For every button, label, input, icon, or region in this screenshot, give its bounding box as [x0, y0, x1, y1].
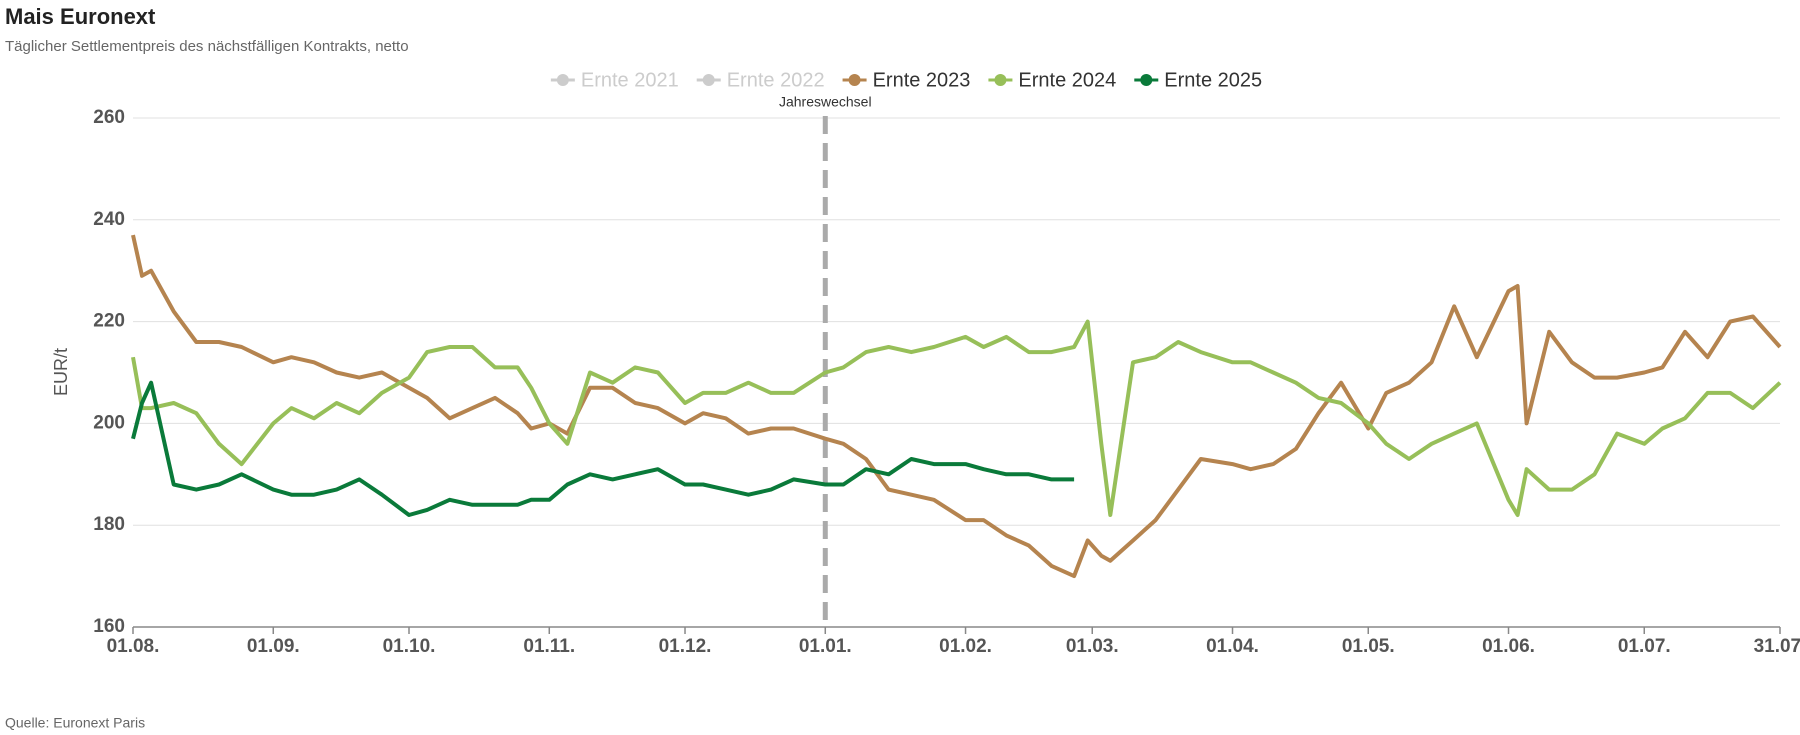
- x-tick-label: 01.01.: [799, 636, 852, 657]
- legend-label: Ernte 2025: [1164, 69, 1262, 91]
- x-tick-label: 01.04.: [1206, 636, 1259, 657]
- legend-label: Ernte 2022: [727, 69, 825, 91]
- y-axis-label: EUR/t: [51, 348, 71, 396]
- legend-item[interactable]: Ernte 2022: [696, 69, 825, 91]
- series-line: [131, 380, 1075, 517]
- x-tick-label: 01.08.: [107, 636, 160, 657]
- legend-item[interactable]: Ernte 2021: [550, 69, 679, 91]
- x-tick-label: 01.05.: [1342, 636, 1395, 657]
- legend-label: Ernte 2023: [873, 69, 971, 91]
- legend-marker: [1140, 74, 1153, 86]
- x-tick-label: 01.03.: [1066, 636, 1119, 657]
- x-tick-label: 01.07.: [1618, 636, 1671, 657]
- x-tick-label: 01.02.: [939, 636, 992, 657]
- legend-item[interactable]: Ernte 2025: [1134, 69, 1262, 91]
- legend-item[interactable]: Ernte 2024: [988, 69, 1116, 91]
- x-tick-label: 01.06.: [1482, 636, 1535, 657]
- y-tick-label: 200: [93, 412, 125, 433]
- y-tick-label: 240: [93, 209, 125, 230]
- legend-label: Ernte 2021: [581, 69, 679, 91]
- legend-item[interactable]: Ernte 2023: [842, 69, 971, 91]
- legend-label: Ernte 2024: [1018, 69, 1116, 91]
- chart-title: Mais Euronext: [5, 4, 156, 29]
- series-line: [131, 319, 1782, 517]
- x-tick-label: 01.11.: [523, 636, 575, 657]
- legend-marker: [702, 74, 715, 86]
- legend-marker: [556, 74, 569, 86]
- x-tick-label: 01.09.: [247, 636, 300, 657]
- x-tick-label: 01.10.: [383, 636, 436, 657]
- x-tick-label: 31.07.: [1754, 636, 1800, 657]
- y-tick-label: 260: [93, 107, 125, 128]
- source-note: Quelle: Euronext Paris: [5, 715, 145, 731]
- chart-subtitle: Täglicher Settlementpreis des nächstfäll…: [5, 38, 409, 55]
- x-tick-label: 01.12.: [659, 636, 712, 657]
- y-tick-label: 180: [93, 514, 125, 535]
- legend-marker: [848, 74, 861, 86]
- legend-marker: [994, 74, 1007, 86]
- y-tick-label: 160: [93, 616, 125, 637]
- y-tick-label: 220: [93, 311, 125, 332]
- legend: Ernte 2021 Ernte 2022 Ernte 2023 Ernte 2024…: [550, 69, 1262, 91]
- annotation-label: Jahreswechsel: [779, 94, 872, 110]
